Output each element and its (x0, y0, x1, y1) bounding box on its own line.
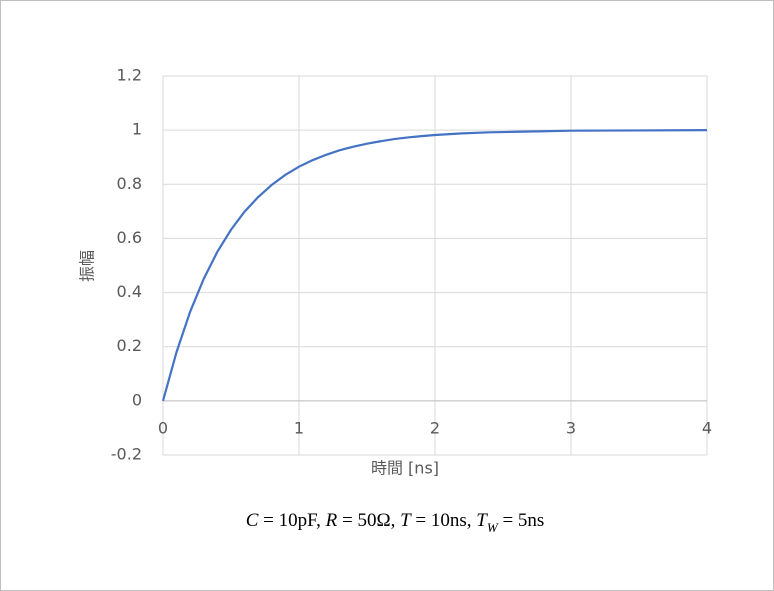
x-tick-label: 0 (158, 418, 168, 437)
annotation-part: T (476, 510, 488, 531)
y-tick-label: 1.2 (117, 66, 142, 85)
y-axis-label: 振幅 (78, 250, 97, 282)
y-tick-label: 0.8 (117, 174, 142, 193)
y-tick-label: 0.6 (117, 228, 142, 247)
annotation-part: = 5ns (498, 510, 545, 531)
line-series (161, 129, 708, 402)
annotation-part: = 50Ω, (337, 510, 400, 531)
x-tick-label: 4 (702, 418, 712, 437)
y-tick-label: 0.2 (117, 336, 142, 355)
y-tick-label: -0.2 (111, 445, 142, 464)
y-tick-label: 0 (132, 390, 142, 409)
annotation: C = 10pF, R = 50Ω, T = 10ns, TW = 5ns (246, 510, 545, 535)
x-axis-label: 時間 [ns] (371, 459, 439, 478)
annotation-part: W (487, 520, 499, 535)
y-tick-label: 1 (132, 120, 142, 139)
x-tick-label: 3 (566, 418, 576, 437)
y-tick-label: 0.4 (117, 282, 142, 301)
annotation-part: C (246, 510, 259, 531)
annotation-part: R (325, 510, 338, 531)
x-tick-label: 1 (294, 418, 304, 437)
annotation-part: = 10pF, (258, 510, 325, 531)
annotation-part: T (400, 510, 412, 531)
x-tick-label: 2 (430, 418, 440, 437)
annotation-part: = 10ns, (411, 510, 477, 531)
